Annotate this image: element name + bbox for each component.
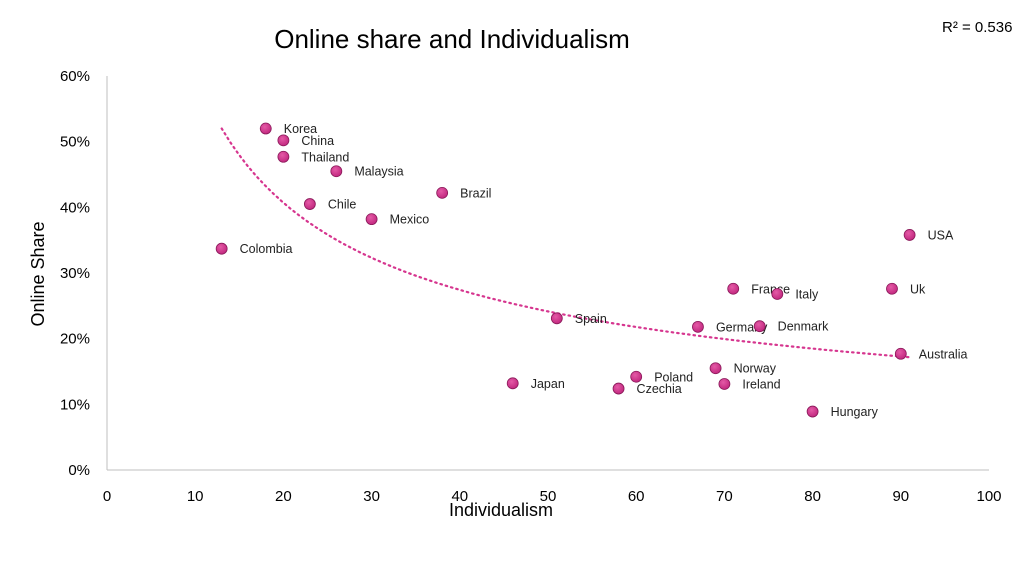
data-point xyxy=(330,165,343,178)
data-point xyxy=(215,242,228,255)
data-label: France xyxy=(751,282,790,296)
x-tick-label: 80 xyxy=(804,488,821,505)
data-label: Uk xyxy=(910,282,926,296)
y-tick-label: 30% xyxy=(60,265,90,282)
data-label: Ireland xyxy=(742,377,780,391)
y-tick-label: 50% xyxy=(60,134,90,151)
data-point xyxy=(259,122,272,135)
data-label: Mexico xyxy=(390,213,430,227)
trendline xyxy=(220,127,911,359)
data-label: Czechia xyxy=(637,382,682,396)
data-point xyxy=(277,150,290,163)
x-tick-label: 50 xyxy=(540,488,557,505)
data-point xyxy=(692,320,704,333)
y-tick-label: 10% xyxy=(60,396,90,413)
data-label: Chile xyxy=(328,198,357,212)
trendline-group xyxy=(220,127,911,359)
data-label: Spain xyxy=(575,312,607,326)
data-label: Malaysia xyxy=(354,165,403,179)
data-point xyxy=(718,378,731,390)
data-label: Norway xyxy=(734,362,777,376)
y-tick-label: 0% xyxy=(68,462,90,479)
data-label: Korea xyxy=(284,122,317,136)
x-tick-label: 60 xyxy=(628,488,645,505)
data-label: Thailand xyxy=(301,150,349,164)
data-label: Brazil xyxy=(460,186,491,200)
data-label: Denmark xyxy=(778,320,829,334)
x-axis-title: Individualism xyxy=(449,500,553,520)
data-point xyxy=(806,405,819,418)
axes: 0 10 20 30 40 50 60 70 80 90 100 0% 10% 20% 30% 40% 50% 6… xyxy=(60,68,1002,505)
data-point xyxy=(277,134,290,147)
data-point xyxy=(894,347,907,360)
r-squared-label: R² = 0.536 xyxy=(942,19,1012,36)
x-tick-label: 100 xyxy=(976,488,1001,505)
data-label: USA xyxy=(928,228,954,242)
x-tick-label: 20 xyxy=(275,488,292,505)
x-tick-label: 90 xyxy=(892,488,909,505)
x-tick-label: 70 xyxy=(716,488,733,505)
data-label: Poland xyxy=(654,370,693,384)
data-point xyxy=(436,186,449,199)
y-tick-label: 60% xyxy=(60,68,90,85)
chart-title: Online share and Individualism xyxy=(274,24,630,54)
data-point xyxy=(506,377,519,390)
y-tick-label: 40% xyxy=(60,199,90,216)
x-tick-label: 30 xyxy=(363,488,380,505)
data-label: Japan xyxy=(531,377,565,391)
data-point xyxy=(612,382,625,395)
data-point xyxy=(365,213,378,226)
y-tick-label: 20% xyxy=(60,331,90,348)
data-label: China xyxy=(301,134,334,148)
y-axis-title: Online Share xyxy=(28,221,48,326)
data-point xyxy=(886,282,898,295)
data-label: Colombia xyxy=(240,242,293,256)
data-point xyxy=(753,320,766,333)
data-point xyxy=(771,288,784,300)
data-label: Italy xyxy=(795,288,819,302)
x-tick-label: 40 xyxy=(451,488,468,505)
x-tick-label: 0 xyxy=(103,488,111,505)
x-tick-label: 10 xyxy=(187,488,204,505)
data-label: Australia xyxy=(919,347,968,361)
data-point xyxy=(903,229,916,241)
data-point xyxy=(630,370,643,383)
data-label: Hungary xyxy=(831,405,879,419)
data-point xyxy=(303,198,316,210)
data-point xyxy=(550,312,563,325)
data-point xyxy=(709,362,722,375)
data-point xyxy=(727,282,740,295)
